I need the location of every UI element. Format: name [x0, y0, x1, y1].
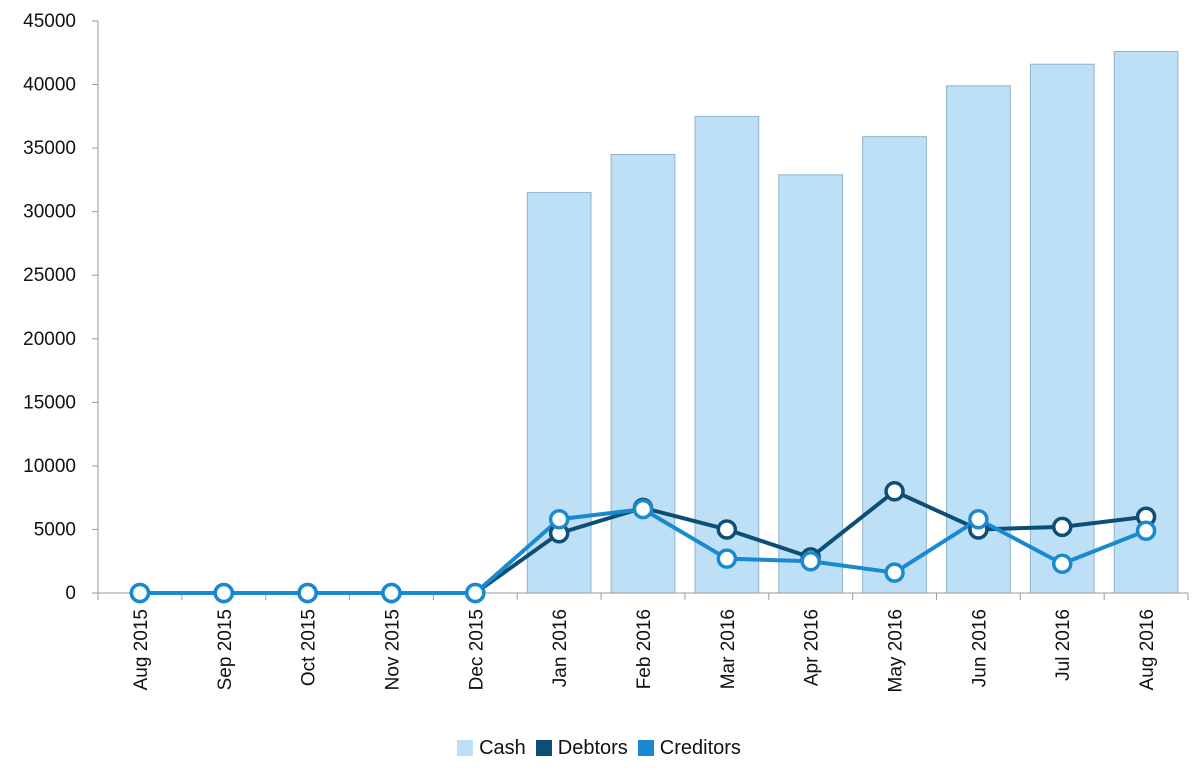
marker-creditors: [297, 582, 318, 604]
legend-item-cash: Cash: [457, 737, 526, 760]
legend-label-creditors: Creditors: [659, 736, 741, 759]
x-tick-label: Jul 2016: [1053, 609, 1074, 681]
x-tick-label: Apr 2016: [802, 609, 823, 686]
y-tick-label: 20000: [23, 329, 76, 350]
marker-creditors: [1051, 553, 1073, 575]
y-tick-label: 45000: [23, 11, 76, 32]
y-tick-label: 0: [65, 583, 76, 604]
bar-cash: [1029, 63, 1095, 594]
x-tick-label: Jan 2016: [550, 609, 571, 687]
legend-swatch-cash: [457, 740, 474, 756]
x-tick-label: Mar 2016: [718, 609, 739, 689]
marker-creditors: [465, 582, 486, 604]
marker-creditors: [884, 562, 905, 583]
bar-cash: [610, 153, 676, 594]
marker-creditors: [632, 498, 654, 520]
x-tick-label: Feb 2016: [634, 609, 655, 689]
y-tick-label: 10000: [23, 456, 76, 477]
bar-cash: [862, 136, 927, 594]
x-tick-label: Aug 2016: [1137, 609, 1158, 690]
y-tick-label: 5000: [34, 519, 76, 540]
y-tick-label: 40000: [23, 75, 76, 96]
y-tick-label: 30000: [23, 202, 76, 223]
x-tick-label: Aug 2015: [131, 609, 152, 690]
y-tick-label: 25000: [23, 265, 76, 286]
marker-debtors: [1051, 516, 1073, 538]
legend: Cash Debtors Creditors: [0, 736, 1198, 760]
marker-creditors: [968, 509, 989, 530]
marker-creditors: [800, 550, 821, 572]
x-tick-label: May 2016: [886, 609, 907, 692]
x-tick-label: Nov 2015: [382, 609, 403, 690]
marker-creditors: [1135, 520, 1157, 541]
x-tick-label: Jun 2016: [969, 609, 990, 687]
legend-item-creditors: Creditors: [637, 736, 741, 760]
x-tick-label: Oct 2015: [299, 609, 320, 686]
legend-label-debtors: Debtors: [557, 736, 628, 759]
marker-debtors: [716, 519, 738, 540]
bar-cash: [778, 174, 844, 594]
legend-label-cash: Cash: [479, 736, 526, 759]
bar-cash: [1113, 51, 1179, 594]
legend-item-debtors: Debtors: [535, 736, 628, 760]
bar-cash: [946, 85, 1011, 594]
legend-swatch-debtors: [535, 740, 552, 756]
marker-creditors: [213, 582, 235, 604]
legend-swatch-creditors: [637, 740, 654, 756]
marker-creditors: [716, 548, 738, 569]
marker-creditors: [129, 582, 151, 604]
bar-cash: [694, 115, 760, 594]
marker-debtors: [884, 481, 905, 502]
marker-creditors: [548, 509, 570, 530]
y-tick-label: 15000: [23, 392, 76, 413]
x-tick-label: Sep 2015: [215, 609, 236, 690]
x-tick-label: Dec 2015: [466, 609, 487, 690]
marker-creditors: [381, 582, 402, 604]
y-tick-label: 35000: [23, 138, 76, 159]
